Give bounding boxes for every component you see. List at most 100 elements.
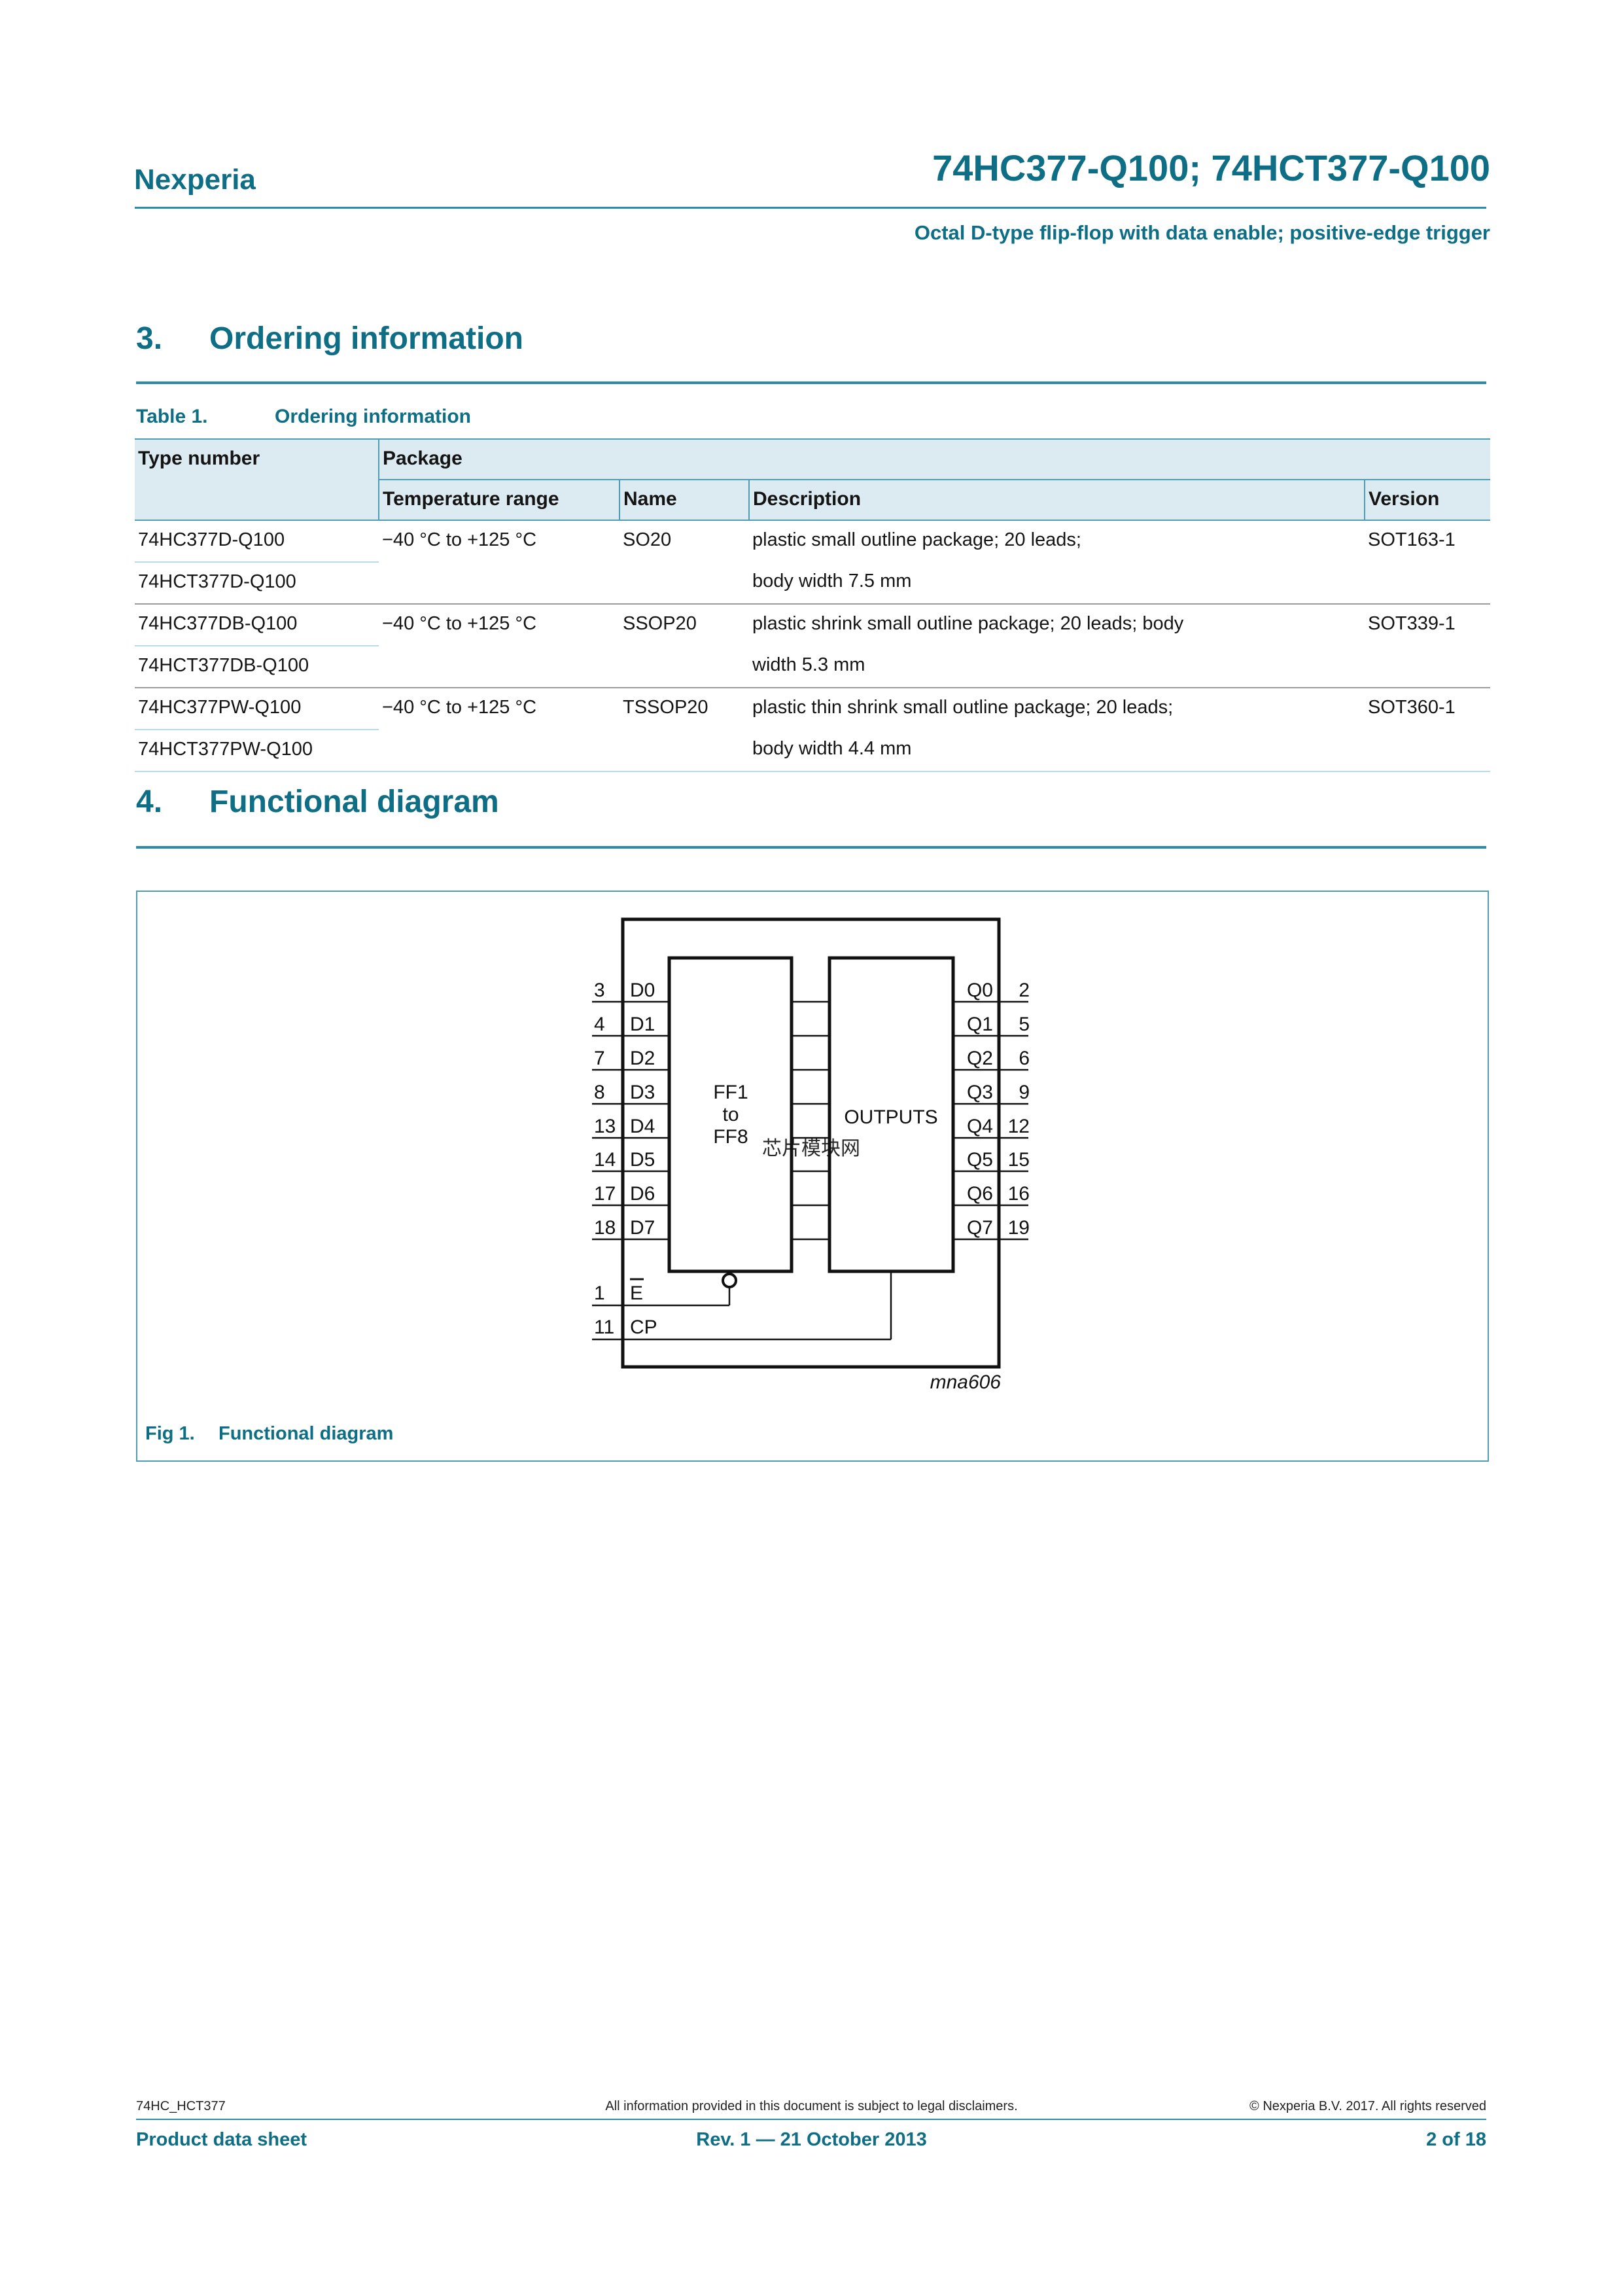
pin-number: 13	[594, 1116, 616, 1137]
table-row: 74HCT377D-Q100	[135, 562, 1490, 604]
enable-label: E	[630, 1282, 643, 1304]
description-line-2: body width 7.5 mm	[752, 571, 912, 592]
pin-number: 2	[1019, 980, 1030, 1001]
pin-label: Q2	[967, 1048, 993, 1069]
footer-copyright: © Nexperia B.V. 2017. All rights reserve…	[1249, 2099, 1486, 2113]
pin-number: 15	[1008, 1149, 1030, 1171]
figure-1-frame: 芯片模块网 FF1 to FF8 OUTPUTS 3 4 7 8 13 14 1…	[136, 891, 1489, 1462]
figure-1-caption-label: Fig 1.	[145, 1423, 195, 1444]
pin-label: Q6	[967, 1183, 993, 1205]
type-number-cell: 74HCT377D-Q100	[138, 571, 296, 592]
inversion-bubble-icon	[722, 1273, 737, 1288]
footer-rule	[136, 2119, 1486, 2120]
pin-label: D1	[630, 1014, 655, 1035]
ordering-table-container: Type number Package Temperature range Na…	[135, 438, 1491, 772]
col-header-package: Package	[379, 439, 1491, 480]
brand-logo: Nexperia	[134, 164, 256, 196]
version-cell: SOT339-1	[1365, 603, 1491, 688]
document-title: 74HC377-Q100; 74HCT377-Q100	[932, 147, 1490, 188]
pin-number: 4	[594, 1014, 605, 1035]
pin-label: Q5	[967, 1149, 993, 1171]
description-line-1: plastic thin shrink small outline packag…	[752, 697, 1174, 718]
input-pin-numbers: 3 4 7 8 13 14 17 18	[594, 980, 616, 1239]
type-number-cell: 74HCT377DB-Q100	[138, 655, 309, 676]
footer-disclaimer: All information provided in this documen…	[605, 2099, 1018, 2113]
col-header-description: Description	[748, 480, 1365, 521]
pin-label: D3	[630, 1082, 655, 1103]
pin-label: D5	[630, 1149, 655, 1171]
ff-block-label-line1: FF1	[713, 1082, 748, 1103]
output-pin-numbers: 2 5 6 9 12 15 16 19	[1008, 980, 1030, 1239]
section-3-title: Ordering information	[209, 321, 523, 356]
pin-label: D0	[630, 980, 655, 1001]
table-header-row-2: Temperature range Name Description Versi…	[135, 480, 1491, 521]
input-pin-lines	[592, 1000, 669, 1241]
col-header-type-number: Type number	[135, 439, 379, 521]
type-number-cell: 74HC377PW-Q100	[135, 687, 379, 730]
temperature-range-cell: −40 °C to +125 °C	[379, 603, 620, 688]
package-name-cell: SSOP20	[620, 603, 749, 688]
description-cell: plastic small outline package; 20 leads;…	[749, 520, 1365, 604]
ff-block-label-line3: FF8	[713, 1126, 748, 1148]
footer-document-id: 74HC_HCT377	[136, 2099, 226, 2113]
section-4-heading: 4. Functional diagram	[136, 784, 499, 820]
col-header-name: Name	[619, 480, 749, 521]
watermark-text: 芯片模块网	[762, 1138, 860, 1159]
section-4-title: Functional diagram	[209, 785, 499, 819]
pin-label: D4	[630, 1116, 655, 1137]
table-row: 74HCT377DB-Q100	[135, 646, 1490, 688]
pin-number: 12	[1008, 1116, 1030, 1137]
description-cell: plastic shrink small outline package; 20…	[749, 603, 1365, 688]
col-header-version: Version	[1363, 480, 1491, 521]
description-line-1: plastic shrink small outline package; 20…	[752, 613, 1184, 634]
description-line-2: body width 4.4 mm	[752, 738, 912, 759]
temperature-range-cell: −40 °C to +125 °C	[382, 529, 537, 550]
pin-number: 9	[1019, 1082, 1030, 1103]
header-rule	[135, 207, 1486, 209]
ff-block	[667, 956, 794, 1273]
description-line-2: width 5.3 mm	[752, 654, 865, 675]
temperature-range-cell: −40 °C to +125 °C	[379, 687, 620, 771]
figure-code: mna606	[930, 1371, 1002, 1393]
pin-number: 14	[594, 1149, 616, 1171]
pin-label: D2	[630, 1048, 655, 1069]
internal-connector-lines	[792, 1000, 829, 1241]
type-number-cell: 74HC377DB-Q100	[135, 603, 379, 646]
pin-number: 5	[1019, 1014, 1030, 1035]
outer-box	[621, 917, 1001, 1369]
table-1-caption: Table 1. Ordering information	[136, 406, 471, 428]
table-row: 74HC377DB-Q100 −40 °C to +125 °C SSOP20 …	[135, 603, 1491, 688]
output-pin-lines	[953, 1000, 1028, 1241]
pin-number: 6	[1019, 1048, 1030, 1069]
document-subtitle: Octal D-type flip-flop with data enable;…	[914, 221, 1490, 244]
pin-label: Q3	[967, 1082, 993, 1103]
output-pin-labels: Q0 Q1 Q2 Q3 Q4 Q5 Q6 Q7	[967, 980, 993, 1239]
pin-number: 7	[594, 1048, 605, 1069]
package-name-cell: TSSOP20	[620, 687, 749, 771]
version-cell: SOT360-1	[1365, 687, 1491, 771]
table-1-caption-title: Ordering information	[275, 406, 471, 427]
pin-label: D6	[630, 1183, 655, 1205]
description-cell: plastic thin shrink small outline packag…	[749, 687, 1365, 771]
footer-page-number: 2 of 18	[1426, 2129, 1486, 2150]
enable-pin-number: 1	[594, 1282, 605, 1304]
section-3-heading: 3. Ordering information	[136, 321, 523, 357]
pin-number: 16	[1008, 1183, 1030, 1205]
outputs-block-label: OUTPUTS	[844, 1106, 937, 1128]
table-row: 74HC377PW-Q100 −40 °C to +125 °C TSSOP20…	[135, 687, 1491, 771]
pin-label: Q4	[967, 1116, 993, 1137]
col-header-temperature-range: Temperature range	[379, 480, 620, 521]
pin-label: Q1	[967, 1014, 993, 1035]
pin-number: 18	[594, 1217, 616, 1239]
pin-label: Q0	[967, 980, 993, 1001]
version-cell: SOT163-1	[1368, 529, 1456, 550]
section-3-number: 3.	[136, 321, 163, 356]
functional-diagram: 芯片模块网 FF1 to FF8 OUTPUTS 3 4 7 8 13 14 1…	[592, 917, 1030, 1393]
type-number-cell: 74HC377D-Q100	[135, 520, 379, 563]
section-3-rule	[136, 381, 1486, 384]
clock-label: CP	[630, 1316, 657, 1338]
footer-revision: Rev. 1 — 21 October 2013	[696, 2129, 927, 2150]
table-header-row-1: Type number Package	[135, 439, 1491, 521]
description-line-1: plastic small outline package; 20 leads;	[752, 529, 1081, 550]
